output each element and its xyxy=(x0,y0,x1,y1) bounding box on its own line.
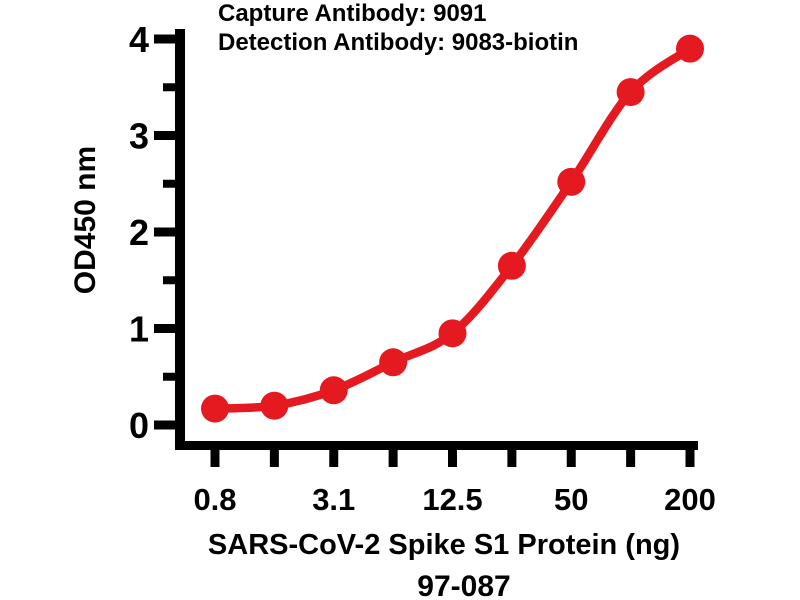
data-point-marker xyxy=(260,391,289,420)
x-tick-mark xyxy=(329,443,339,467)
y-axis-minor-ticks xyxy=(163,83,175,381)
y-minor-tick-mark xyxy=(163,372,175,381)
y-axis-title: OD450 nm xyxy=(69,146,102,294)
x-tick-label: 50 xyxy=(554,482,588,517)
x-axis-title: SARS-CoV-2 Spike S1 Protein (ng) xyxy=(208,529,680,561)
x-tick-label: 200 xyxy=(664,482,716,517)
data-point-marker xyxy=(379,348,408,377)
x-tick-mark xyxy=(448,443,457,467)
data-point-marker xyxy=(201,394,229,423)
x-tick-label: 3.1 xyxy=(312,482,355,517)
x-axis-ticks xyxy=(210,443,695,467)
x-tick-mark xyxy=(210,443,220,467)
x-tick-label: 12.5 xyxy=(422,482,482,517)
y-tick-label: 0 xyxy=(129,405,149,446)
x-tick-mark xyxy=(388,443,398,467)
capture-antibody-annotation: Capture Antibody: 9091 xyxy=(218,0,487,27)
y-major-tick-mark xyxy=(154,324,175,333)
x-tick-mark xyxy=(269,443,279,467)
catalog-number-label: 97-087 xyxy=(417,570,510,600)
y-minor-tick-mark xyxy=(163,179,175,188)
x-axis-tick-labels: 0.8 3.1 12.5 50 200 xyxy=(193,482,715,517)
y-major-tick-mark xyxy=(154,131,175,140)
y-axis-line xyxy=(175,29,185,441)
data-point-marker xyxy=(616,78,645,107)
x-tick-mark xyxy=(507,443,517,467)
x-axis-line xyxy=(175,441,698,450)
y-axis-major-ticks xyxy=(154,34,175,430)
data-point-marker xyxy=(319,376,348,405)
x-tick-label: 0.8 xyxy=(193,482,236,517)
x-tick-mark xyxy=(566,443,576,467)
y-tick-label: 4 xyxy=(129,19,149,60)
y-tick-label: 1 xyxy=(129,309,149,350)
data-series xyxy=(201,34,704,423)
y-major-tick-mark xyxy=(154,34,175,44)
y-axis-tick-labels: 0 1 2 3 4 xyxy=(129,19,149,446)
y-minor-tick-mark xyxy=(163,83,175,92)
y-major-tick-mark xyxy=(154,227,175,237)
data-point-marker xyxy=(676,34,704,63)
data-point-marker xyxy=(438,319,467,348)
data-point-marker xyxy=(497,251,526,280)
x-tick-mark xyxy=(685,443,695,467)
data-point-marker xyxy=(557,167,586,196)
y-minor-tick-mark xyxy=(163,276,175,285)
x-tick-mark xyxy=(626,443,636,467)
y-major-tick-mark xyxy=(154,420,175,430)
dose-response-curve xyxy=(210,44,695,413)
detection-antibody-annotation: Detection Antibody: 9083-biotin xyxy=(218,29,578,56)
y-tick-label: 3 xyxy=(129,116,149,157)
y-tick-label: 2 xyxy=(129,212,149,253)
